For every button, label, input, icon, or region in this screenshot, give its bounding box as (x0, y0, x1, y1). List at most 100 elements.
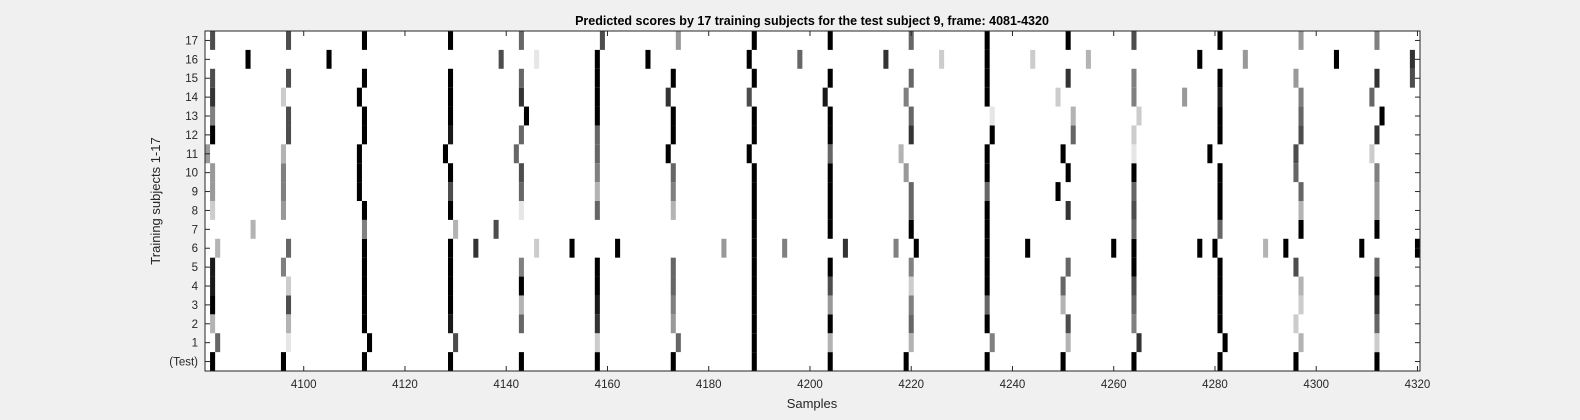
heatmap-cell (448, 201, 454, 220)
heatmap-cell (1369, 87, 1375, 107)
heatmap-cell (1131, 87, 1137, 107)
heatmap-cell (1055, 182, 1061, 201)
y-tick-label: 6 (192, 243, 198, 255)
chart-title: Predicted scores by 17 training subjects… (575, 14, 1049, 28)
heatmap-cell (594, 276, 600, 296)
x-tick-label: 4100 (291, 379, 317, 391)
y-tick-label: 8 (192, 205, 198, 217)
heatmap-cell (1060, 144, 1066, 164)
heatmap-cell (670, 314, 676, 334)
heatmap-cell (751, 238, 757, 258)
heatmap-cell (210, 125, 216, 145)
heatmap-cell (675, 31, 681, 50)
y-tick-label: 16 (185, 54, 198, 66)
heatmap-cell (746, 49, 752, 69)
heatmap-cell (670, 276, 676, 296)
heatmap-cell (670, 257, 676, 277)
heatmap-cell (361, 68, 367, 88)
heatmap-cell (827, 31, 833, 50)
heatmap-cell (493, 219, 499, 239)
heatmap-cell (751, 219, 757, 239)
heatmap-cell (1065, 314, 1071, 334)
heatmap-cell (1409, 49, 1415, 69)
heatmap-cell (1374, 257, 1380, 277)
heatmap-cell (746, 87, 752, 107)
heatmap-cell (1065, 68, 1071, 88)
heatmap-cell (1217, 182, 1223, 201)
heatmap-cell (280, 257, 286, 277)
heatmap-cell (210, 106, 216, 126)
heatmap-cell (827, 257, 833, 277)
heatmap-cell (908, 295, 914, 315)
heatmap-cell (286, 68, 292, 88)
x-tick-label: 4120 (392, 379, 418, 391)
x-tick-label: 4300 (1303, 379, 1329, 391)
heatmap-cell (1131, 163, 1137, 183)
heatmap-cell (1065, 257, 1071, 277)
heatmap-cell (1065, 163, 1071, 183)
heatmap-cell (827, 276, 833, 296)
heatmap-cell (1212, 238, 1218, 258)
heatmap-cell (989, 106, 995, 126)
heatmap-cell (1131, 68, 1137, 88)
heatmap-cell (1293, 352, 1299, 371)
heatmap-cell (782, 238, 788, 258)
heatmap-cell (286, 31, 292, 50)
y-tick-label: 2 (192, 319, 198, 331)
heatmap-cell (361, 201, 367, 220)
x-tick-label: 4200 (797, 379, 823, 391)
heatmap-cell (361, 125, 367, 145)
heatmap-cell (448, 125, 454, 145)
heatmap-cell (1136, 106, 1142, 126)
heatmap-cell (361, 257, 367, 277)
heatmap-cell (1207, 144, 1213, 164)
heatmap-cell (1293, 163, 1299, 183)
heatmap-cell (448, 257, 454, 277)
heatmap-cell (827, 125, 833, 145)
heatmap-cell (903, 87, 909, 107)
y-tick-label: 4 (192, 281, 199, 293)
heatmap-cell (751, 276, 757, 296)
heatmap-cell (1374, 352, 1380, 371)
x-tick-label: 4140 (493, 379, 519, 391)
heatmap-cell (215, 238, 221, 258)
heatmap-cell (1217, 201, 1223, 220)
heatmap-cell (989, 333, 995, 353)
heatmap-cell (594, 163, 600, 183)
y-tick-label: (Test) (169, 357, 198, 369)
heatmap-cell (1131, 276, 1137, 296)
heatmap-cell (453, 219, 459, 239)
heatmap-cell (448, 68, 454, 88)
heatmap-cell (210, 314, 216, 334)
heatmap-cell (1131, 125, 1137, 145)
heatmap-cell (448, 314, 454, 334)
heatmap-cell (827, 106, 833, 126)
heatmap-cell (883, 49, 889, 69)
heatmap-cell (286, 238, 292, 258)
heatmap-cell (989, 125, 995, 145)
heatmap-cell (286, 276, 292, 296)
heatmap-cell (1131, 257, 1137, 277)
y-tick-label: 13 (185, 111, 198, 123)
heatmap-cell (984, 68, 990, 88)
heatmap-cell (827, 68, 833, 88)
plot-frame (204, 30, 1421, 372)
heatmap-cell (534, 49, 540, 69)
heatmap-cell (615, 238, 621, 258)
heatmap-cell (1374, 295, 1380, 315)
heatmap-cell (518, 314, 524, 334)
heatmap-cell (827, 201, 833, 220)
heatmap-cell (518, 125, 524, 145)
heatmap-cell (1131, 295, 1137, 315)
heatmap-cell (1217, 163, 1223, 183)
heatmap-cell (210, 87, 216, 107)
heatmap-cell (1217, 314, 1223, 334)
heatmap-cell (908, 276, 914, 296)
heatmap-cell (751, 68, 757, 88)
y-tick-label: 7 (192, 224, 198, 236)
heatmap-cell (518, 352, 524, 371)
heatmap-cell (210, 257, 216, 277)
heatmap-cell (751, 352, 757, 371)
heatmap-cell (1298, 201, 1304, 220)
